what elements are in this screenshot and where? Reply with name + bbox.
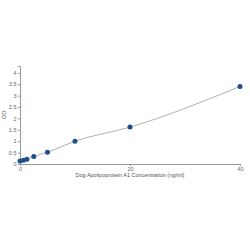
point bbox=[73, 139, 78, 144]
tick: 3 bbox=[13, 93, 20, 99]
tick: 1.5 bbox=[9, 127, 20, 133]
tick-label: 3.5 bbox=[9, 81, 17, 87]
plot: 0204000.511.522.533.54 bbox=[9, 67, 244, 173]
tick-mark bbox=[18, 141, 20, 142]
point bbox=[128, 125, 133, 130]
tick: 4 bbox=[13, 70, 20, 76]
tick-label: 40 bbox=[237, 166, 243, 172]
tick-mark bbox=[18, 96, 20, 97]
tick-label: 0 bbox=[19, 166, 22, 172]
tick-mark bbox=[18, 107, 20, 108]
series bbox=[18, 84, 243, 164]
point bbox=[45, 150, 50, 155]
tick-mark bbox=[18, 164, 20, 165]
tick-label: 3 bbox=[13, 93, 16, 99]
tick: 40 bbox=[237, 164, 243, 172]
x-axis-title: Dog Apolipoprotein A1 Concentration (ng/… bbox=[76, 172, 185, 178]
tick-mark bbox=[18, 84, 20, 85]
tick-label: 0 bbox=[13, 161, 16, 167]
tick: 2 bbox=[13, 116, 20, 122]
tick: 0.5 bbox=[9, 150, 20, 156]
y-axis-title: OD bbox=[1, 111, 7, 119]
tick: 3.5 bbox=[9, 81, 20, 87]
tick: 0 bbox=[19, 164, 22, 172]
tick-label: 0.5 bbox=[9, 150, 17, 156]
axis-line bbox=[18, 67, 21, 165]
point bbox=[31, 154, 36, 159]
tick-mark bbox=[18, 130, 20, 131]
tick: 1 bbox=[13, 138, 20, 144]
tick-label: 2.5 bbox=[9, 104, 17, 110]
point bbox=[24, 157, 29, 162]
tick-mark bbox=[18, 118, 20, 119]
tick-label: 1 bbox=[13, 138, 16, 144]
tick-label: 1.5 bbox=[9, 127, 17, 133]
tick-mark bbox=[18, 153, 20, 154]
tick: 2.5 bbox=[9, 104, 20, 110]
point bbox=[238, 84, 243, 89]
tick-label: 2 bbox=[13, 116, 16, 122]
tick-label: 4 bbox=[13, 70, 16, 76]
tick-mark bbox=[18, 73, 20, 74]
curve bbox=[20, 87, 240, 162]
y-axis: 0 0.5 1 1.5 2 2.5 3 3.5 4 bbox=[9, 67, 21, 168]
chart: 0204000.511.522.533.54Dog Apolipoprotein… bbox=[0, 0, 250, 250]
